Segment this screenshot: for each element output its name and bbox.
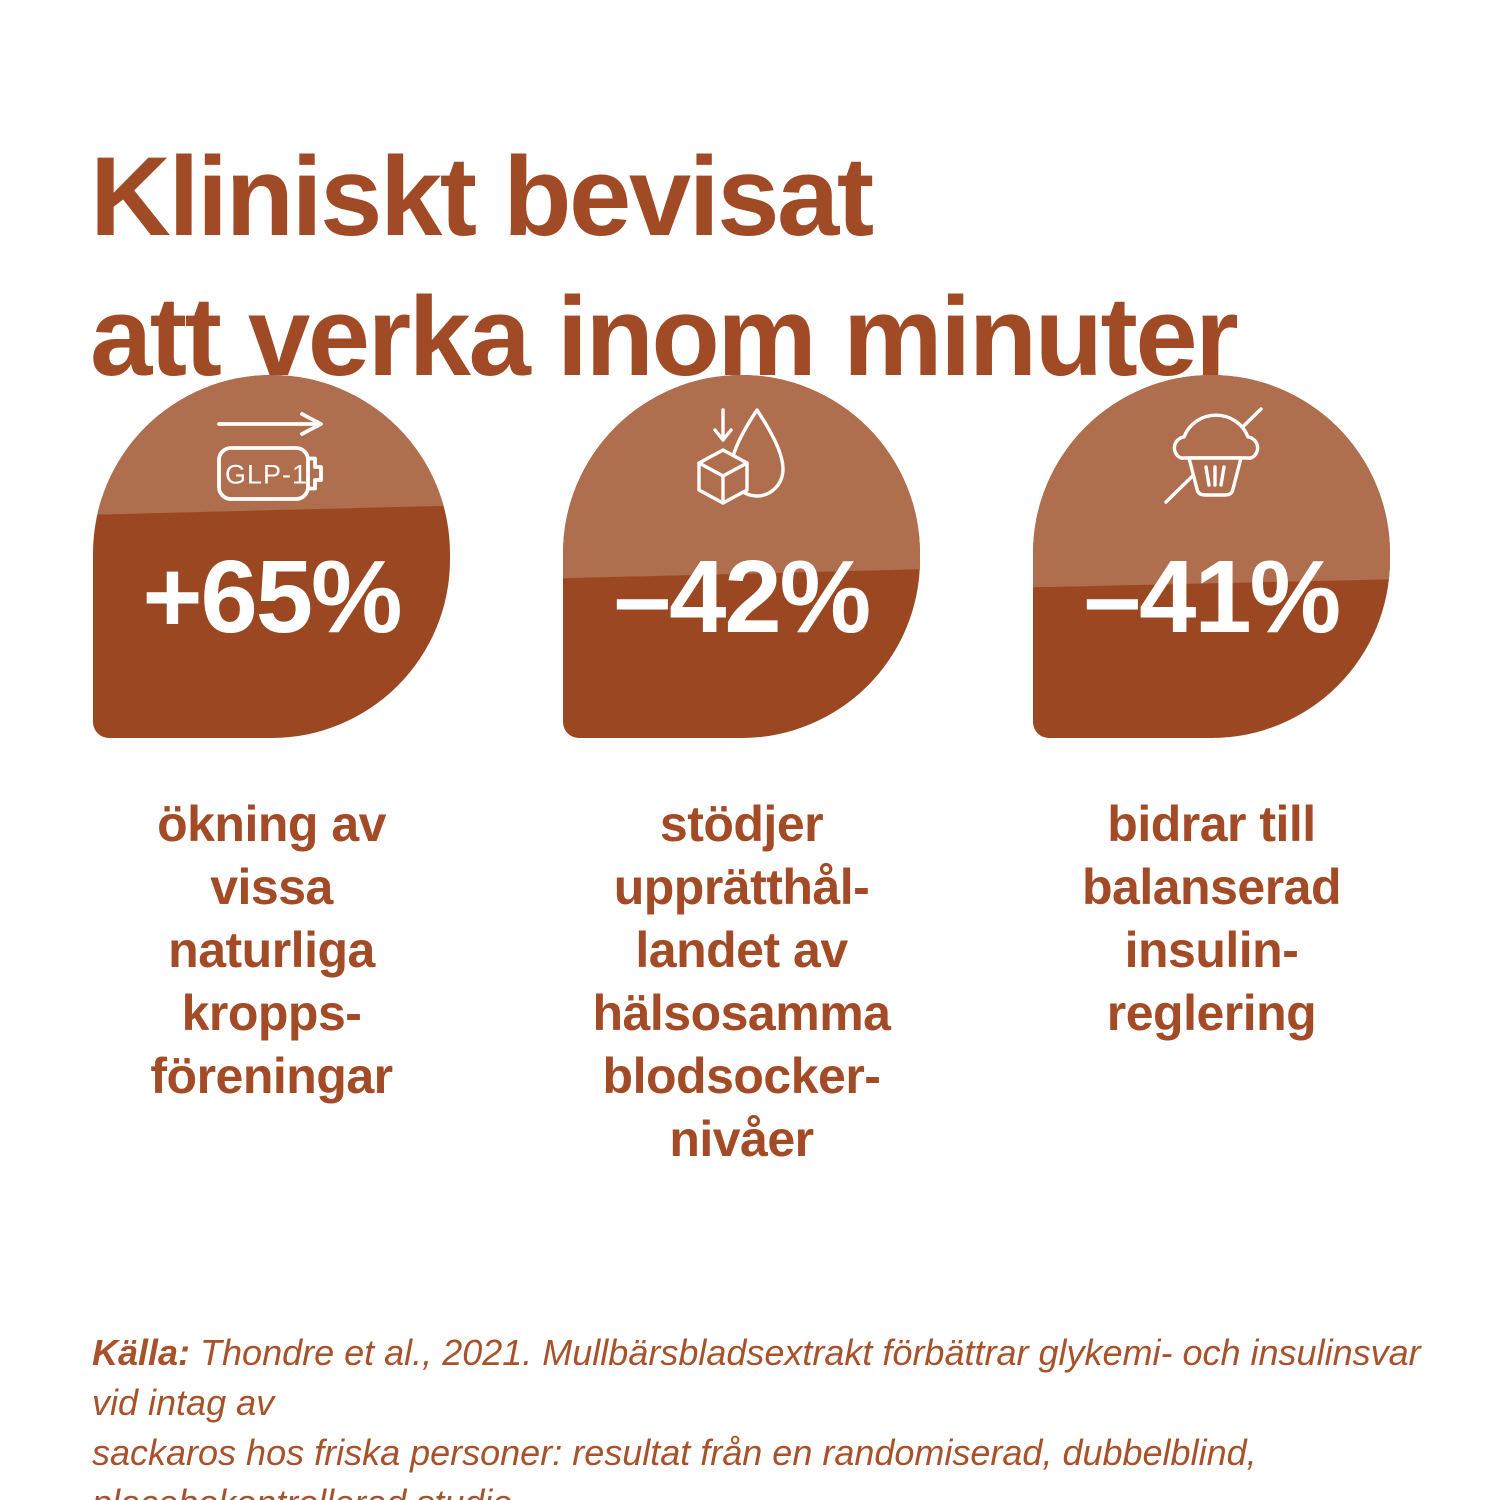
- glp1-label: GLP-1: [225, 460, 308, 490]
- stat-value: +65%: [142, 539, 402, 654]
- source-citation: Källa: Thondre et al., 2021. Mullbärsbla…: [92, 1328, 1462, 1500]
- glp1-battery-rising-arrow-icon: GLP-1: [93, 411, 450, 503]
- source-text: Thondre et al., 2021. Mullbärsbladsextra…: [92, 1332, 1421, 1500]
- page-title: Kliniskt bevisat att verka inom minuter: [90, 134, 1239, 400]
- stat-card-glp1: GLP-1 +65%: [93, 375, 450, 738]
- drop-light-zone: [93, 375, 450, 515]
- stat-value: –42%: [613, 539, 871, 654]
- stat-card-blood-sugar: –42%: [563, 375, 920, 738]
- stat-card-insulin: –41%: [1033, 375, 1390, 738]
- stat-drop-shape: –41%: [1033, 375, 1390, 738]
- stat-caption: ökning av vissa naturliga kropps- föreni…: [150, 796, 393, 1104]
- stat-captions-row: ökning av vissa naturliga kropps- föreni…: [93, 793, 1390, 1171]
- stat-drop-shape: –42%: [563, 375, 920, 738]
- muffin-crossed-out-icon: [1033, 401, 1390, 505]
- stat-caption: bidrar till balanserad insulin- reglerin…: [1081, 796, 1342, 1041]
- stat-value: –41%: [1083, 539, 1341, 654]
- stat-cards-row: GLP-1 +65% –42%: [93, 375, 1390, 738]
- source-label: Källa:: [92, 1332, 191, 1373]
- stat-caption: stödjer upprätthål- landet av hälsosamma…: [592, 796, 891, 1167]
- stat-drop-shape: GLP-1 +65%: [93, 375, 450, 738]
- sugar-cube-droplet-down-arrow-icon: [563, 407, 920, 509]
